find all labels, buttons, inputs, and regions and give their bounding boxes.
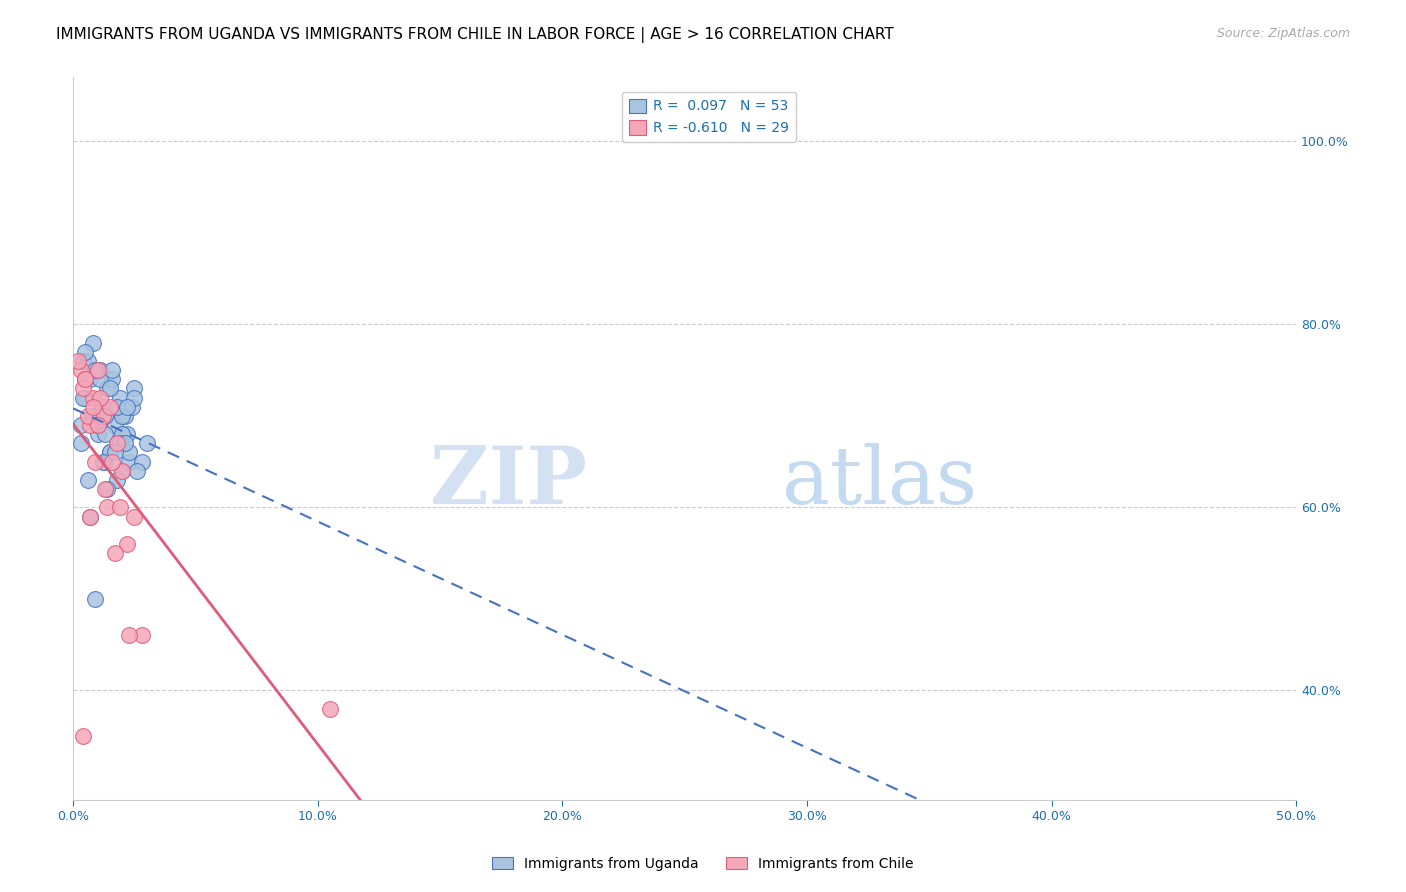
Point — [89, 391, 111, 405]
Point — [115, 427, 138, 442]
Point — [86, 417, 108, 432]
Point — [86, 417, 108, 432]
Point — [82, 409, 104, 423]
Point — [72, 729, 94, 743]
Point — [84, 591, 107, 606]
Point — [101, 455, 124, 469]
Point — [72, 354, 94, 368]
Point — [82, 400, 104, 414]
Point — [105, 400, 128, 414]
Point — [69, 363, 91, 377]
Point — [84, 455, 107, 469]
Point — [79, 417, 101, 432]
Point — [124, 391, 146, 405]
Point — [69, 417, 91, 432]
Point — [108, 391, 131, 405]
Point — [125, 464, 148, 478]
Point — [131, 628, 153, 642]
Point — [89, 372, 111, 386]
Point — [98, 445, 121, 459]
Point — [111, 464, 134, 478]
Legend: Immigrants from Uganda, Immigrants from Chile: Immigrants from Uganda, Immigrants from … — [486, 851, 920, 876]
Point — [124, 381, 146, 395]
Text: atlas: atlas — [783, 443, 977, 521]
Point — [104, 546, 127, 560]
Point — [91, 400, 114, 414]
Point — [86, 363, 108, 377]
Point — [121, 400, 143, 414]
Point — [94, 409, 117, 423]
Point — [98, 400, 121, 414]
Point — [79, 509, 101, 524]
Legend: R =  0.097   N = 53, R = -0.610   N = 29: R = 0.097 N = 53, R = -0.610 N = 29 — [623, 92, 796, 142]
Point — [76, 354, 98, 368]
Point — [111, 464, 134, 478]
Point — [75, 344, 97, 359]
Point — [86, 417, 108, 432]
Point — [118, 628, 141, 642]
Point — [118, 455, 141, 469]
Text: Source: ZipAtlas.com: Source: ZipAtlas.com — [1216, 27, 1350, 40]
Point — [69, 436, 91, 450]
Point — [94, 427, 117, 442]
Point — [91, 455, 114, 469]
Point — [96, 482, 118, 496]
Point — [79, 509, 101, 524]
Point — [101, 372, 124, 386]
Point — [82, 335, 104, 350]
Point — [111, 427, 134, 442]
Point — [79, 372, 101, 386]
Point — [124, 509, 146, 524]
Point — [115, 537, 138, 551]
Point — [89, 363, 111, 377]
Point — [101, 363, 124, 377]
Point — [94, 455, 117, 469]
Point — [96, 500, 118, 515]
Point — [86, 427, 108, 442]
Point — [105, 436, 128, 450]
Point — [135, 436, 157, 450]
Point — [82, 391, 104, 405]
Point — [319, 701, 342, 715]
Point — [84, 363, 107, 377]
Point — [72, 391, 94, 405]
Point — [114, 409, 136, 423]
Point — [104, 417, 127, 432]
Point — [91, 409, 114, 423]
Point — [98, 445, 121, 459]
Point — [105, 473, 128, 487]
Text: IMMIGRANTS FROM UGANDA VS IMMIGRANTS FROM CHILE IN LABOR FORCE | AGE > 16 CORREL: IMMIGRANTS FROM UGANDA VS IMMIGRANTS FRO… — [56, 27, 894, 43]
Point — [115, 400, 138, 414]
Point — [76, 473, 98, 487]
Point — [131, 455, 153, 469]
Point — [105, 436, 128, 450]
Point — [104, 445, 127, 459]
Point — [72, 381, 94, 395]
Point — [67, 354, 90, 368]
Text: ZIP: ZIP — [430, 443, 586, 521]
Point — [108, 500, 131, 515]
Point — [75, 391, 97, 405]
Point — [94, 482, 117, 496]
Point — [75, 372, 97, 386]
Point — [118, 445, 141, 459]
Point — [98, 381, 121, 395]
Point — [75, 372, 97, 386]
Point — [76, 409, 98, 423]
Point — [111, 409, 134, 423]
Point — [114, 436, 136, 450]
Point — [96, 381, 118, 395]
Point — [108, 436, 131, 450]
